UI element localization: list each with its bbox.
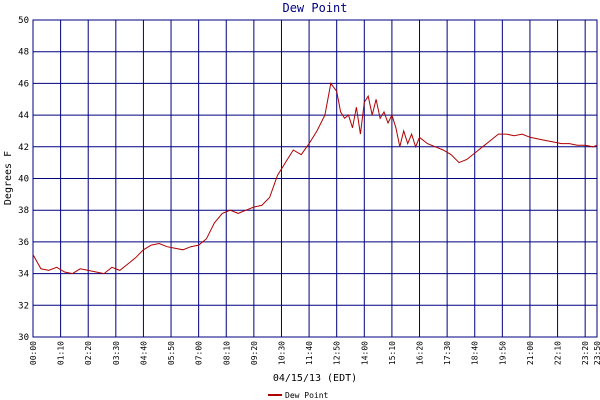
x-tick-label: 03:30 [112, 341, 121, 365]
y-axis-label: Degrees F [3, 151, 14, 205]
x-tick-label: 02:20 [84, 341, 93, 365]
x-tick-label: 05:50 [167, 341, 176, 365]
chart-title: Dew Point [282, 1, 347, 15]
x-tick-label: 17:30 [443, 341, 452, 365]
x-tick-label: 18:40 [471, 341, 480, 365]
y-tick-label: 38 [18, 206, 29, 216]
x-tick-label: 22:10 [554, 341, 563, 365]
x-tick-label: 21:00 [526, 341, 535, 365]
x-tick-label: 01:10 [57, 341, 66, 365]
y-tick-label: 50 [18, 16, 29, 26]
y-tick-label: 48 [18, 48, 29, 58]
x-tick-label: 15:10 [388, 341, 397, 365]
legend-label: Dew Point [285, 391, 329, 400]
x-tick-label: 10:30 [277, 341, 286, 365]
x-tick-label: 14:00 [360, 341, 369, 365]
data-line [32, 82, 598, 275]
y-tick-label: 32 [18, 301, 29, 311]
y-tick-label: 40 [18, 175, 29, 185]
x-tick-label: 12:50 [333, 341, 342, 365]
y-tick-label: 44 [18, 111, 29, 121]
x-tick-label: 16:20 [416, 341, 425, 365]
x-tick-label: 00:00 [29, 341, 38, 365]
x-tick-label: 23:50 [593, 341, 600, 365]
x-tick-label: 07:00 [195, 341, 204, 365]
x-tick-label: 11:40 [305, 341, 314, 365]
y-tick-label: 30 [18, 333, 29, 343]
x-tick-label: 19:50 [498, 341, 507, 365]
x-tick-label: 08:10 [222, 341, 231, 365]
x-tick-label: 23:20 [581, 341, 590, 365]
y-tick-label: 34 [18, 270, 29, 280]
x-tick-label: 09:20 [250, 341, 259, 365]
y-tick-label: 46 [18, 79, 29, 89]
y-tick-label: 42 [18, 143, 29, 153]
x-tick-label: 04:40 [139, 341, 148, 365]
x-axis-label: 04/15/13 (EDT) [273, 373, 357, 384]
y-tick-label: 36 [18, 238, 29, 248]
